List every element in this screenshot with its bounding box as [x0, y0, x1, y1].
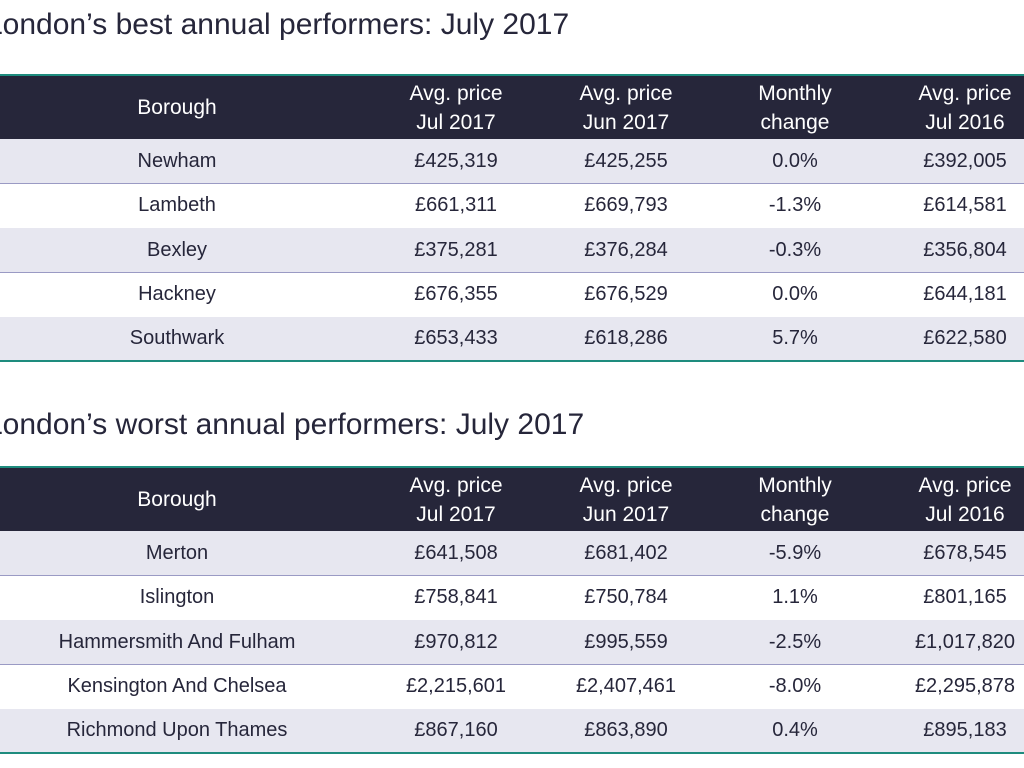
table-cell: £995,559	[584, 630, 668, 653]
table-cell: £676,529	[584, 283, 668, 305]
table-cell: Lambeth	[138, 194, 216, 216]
table-cell: £750,784	[584, 586, 668, 608]
table-cell: £392,005	[923, 149, 1007, 172]
table-cell: £970,812	[414, 630, 498, 653]
table-cell: 5.7%	[772, 327, 818, 349]
table-cell: £681,402	[584, 541, 668, 564]
header-row: Borough Avg. price Jul 2017 Avg. price Jun…	[0, 74, 1024, 139]
table-row: Kensington And Chelsea £2,215,601 £2,407,4…	[0, 665, 1024, 710]
table-title: London’s best annual performers: July 20…	[0, 8, 570, 41]
table-cell: £801,165	[923, 586, 1007, 608]
table-cell: Newham	[137, 149, 217, 172]
table-title: London’s worst annual performers: July 2…	[0, 408, 585, 441]
table-cell: Hackney	[138, 283, 216, 305]
table-cell: Hammersmith And Fulham	[58, 630, 296, 653]
table-cell: -2.5%	[768, 630, 822, 653]
table-cell: £863,890	[584, 719, 668, 741]
table-cell: £614,581	[923, 194, 1007, 216]
table-cell: -5.9%	[768, 541, 822, 564]
table-cell: £2,407,461	[575, 675, 677, 697]
table-cell: Merton	[145, 541, 209, 564]
table-row: Merton £641,508 £681,402 -5.9% £678,545	[0, 531, 1024, 576]
table-cell: £867,160	[414, 719, 498, 741]
table-row: Newham £425,319 £425,255 0.0% £392,005	[0, 139, 1024, 184]
table-cell: £758,841	[414, 586, 498, 608]
header-cell: Avg. price Jul 2017	[409, 473, 503, 526]
table-cell: Richmond Upon Thames	[66, 719, 288, 741]
header-cell: Borough	[137, 488, 217, 511]
table-row: Lambeth £661,311 £669,793 -1.3% £614,581	[0, 184, 1024, 229]
table-cell: £676,355	[414, 283, 498, 305]
table-cell: £653,433	[414, 327, 498, 349]
table-cell: £622,580	[923, 327, 1007, 349]
header-cell: Avg. price Jun 2017	[579, 473, 673, 526]
table-cell: £669,793	[584, 194, 668, 216]
table-cell: Islington	[139, 586, 215, 608]
table-row: Richmond Upon Thames £867,160 £863,890 0.4%…	[0, 709, 1024, 754]
table-cell: Bexley	[146, 238, 208, 261]
header-cell: Monthly change	[758, 473, 832, 526]
table-cell: £2,295,878	[914, 675, 1016, 697]
header-cell: Borough	[137, 96, 217, 119]
table-cell: £425,255	[584, 149, 668, 172]
table-cell: £425,319	[414, 149, 498, 172]
table-cell: Kensington And Chelsea	[67, 675, 287, 697]
table-row: Hammersmith And Fulham £970,812 £995,559 -2…	[0, 620, 1024, 665]
table-cell: £678,545	[923, 541, 1007, 564]
table-cell: £661,311	[415, 194, 497, 216]
table-cell: £641,508	[414, 541, 498, 564]
header-cell: Monthly change	[758, 81, 832, 134]
table-cell: £1,017,820	[914, 630, 1016, 653]
table-cell: £376,284	[584, 238, 668, 261]
table-row: Southwark £653,433 £618,286 5.7% £622,580	[0, 317, 1024, 362]
table-cell: 1.1%	[772, 586, 818, 608]
table-cell: £375,281	[414, 238, 498, 261]
table-row: Bexley £375,281 £376,284 -0.3% £356,804	[0, 228, 1024, 273]
header-cell: Avg. price Jul 2016	[918, 473, 1012, 526]
table-cell: -1.3%	[768, 194, 822, 216]
table-cell: -8.0%	[768, 675, 822, 697]
header-row: Borough Avg. price Jul 2017 Avg. price Jun…	[0, 466, 1024, 531]
table-cell: 0.4%	[772, 719, 818, 741]
table-cell: £895,183	[923, 719, 1007, 741]
table-cell: 0.0%	[772, 149, 818, 172]
header-cell: Avg. price Jul 2016	[918, 81, 1012, 134]
table-cell: £644,181	[923, 283, 1007, 305]
header-cell: Avg. price Jun 2017	[579, 81, 673, 134]
table-cell: £618,286	[584, 327, 668, 349]
table-cell: Southwark	[129, 327, 225, 349]
table-cell: -0.3%	[768, 238, 822, 261]
header-cell: Avg. price Jul 2017	[409, 81, 503, 134]
table-row: Islington £758,841 £750,784 1.1% £801,165	[0, 576, 1024, 621]
table-cell: £2,215,601	[405, 675, 507, 697]
table-cell: 0.0%	[772, 283, 818, 305]
table-cell: £356,804	[923, 238, 1007, 261]
table-row: Hackney £676,355 £676,529 0.0% £644,181	[0, 273, 1024, 318]
